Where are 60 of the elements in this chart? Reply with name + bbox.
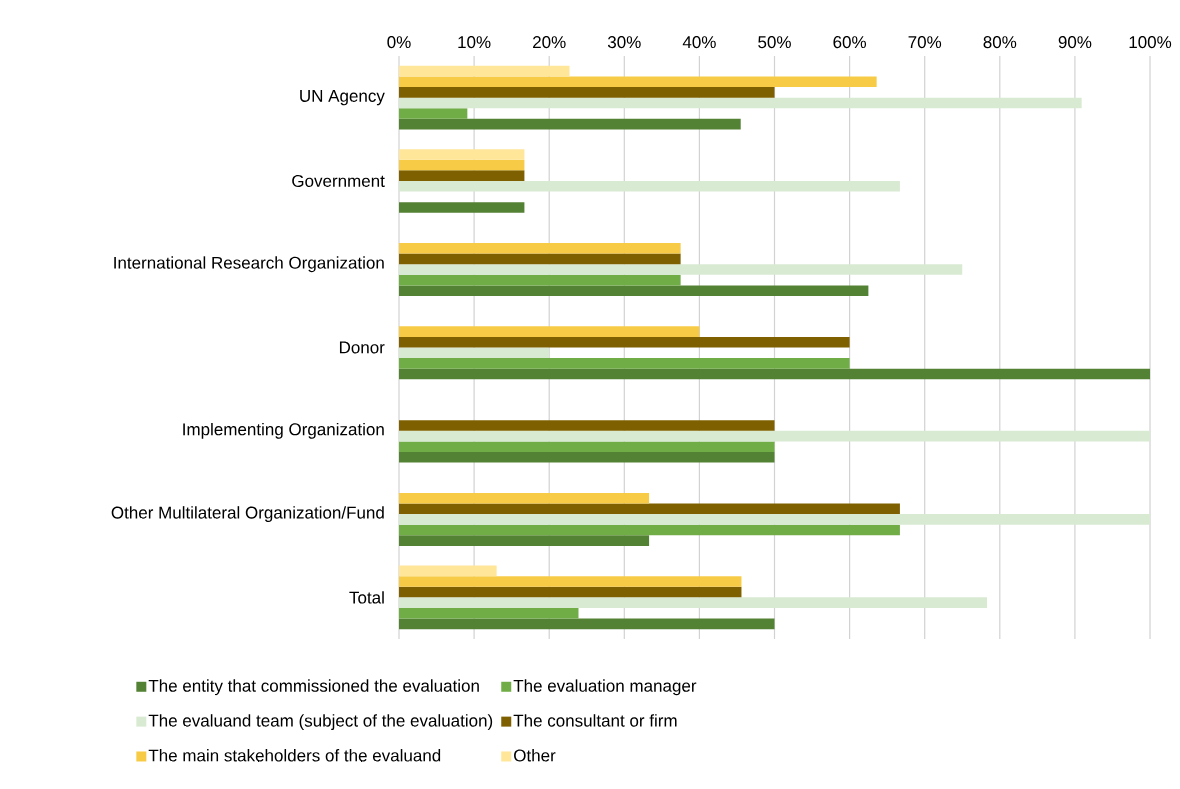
bar — [399, 285, 869, 297]
bar — [399, 170, 525, 181]
x-tick-label: 90% — [1058, 36, 1092, 49]
legend-label: The consultant or firm — [513, 714, 677, 727]
x-tick-label: 80% — [983, 36, 1017, 49]
bar — [399, 503, 900, 515]
legend-label: The evaluand team (subject of the evaluation) — [148, 714, 493, 731]
bar — [399, 618, 775, 630]
legend-label: The main stakeholders of the evaluand — [148, 749, 441, 762]
bar — [399, 451, 775, 463]
y-tick-label: Donor — [339, 341, 385, 354]
legend-label: The evaluation manager — [513, 679, 697, 696]
bar — [399, 159, 525, 171]
bar — [399, 243, 681, 254]
bar — [399, 253, 681, 265]
bar — [399, 149, 525, 160]
y-tick-label: Implementing Organization — [183, 422, 384, 439]
y-tick-label: International Research Organization — [114, 256, 384, 273]
bar — [399, 586, 742, 598]
legend-label: The entity that commissioned the evaluation — [148, 679, 479, 696]
x-tick-label: 30% — [607, 36, 641, 49]
bar — [399, 118, 741, 130]
x-tick-label: 40% — [682, 36, 716, 49]
bar — [399, 180, 900, 192]
y-tick-label: Total — [349, 591, 384, 604]
bar — [399, 326, 700, 337]
bar — [399, 597, 988, 608]
bar — [399, 430, 1151, 442]
bar — [399, 492, 650, 504]
bar — [399, 420, 775, 431]
bar — [399, 565, 497, 577]
bar — [399, 535, 650, 546]
x-tick-label: 60% — [833, 36, 867, 49]
x-tick-label: 100% — [1129, 36, 1172, 49]
bar — [399, 264, 963, 275]
x-tick-label: 10% — [458, 36, 491, 49]
bar — [399, 87, 775, 98]
bar — [399, 368, 1151, 380]
legend-label: Other — [514, 749, 556, 762]
bar — [399, 607, 579, 619]
x-tick-label: 20% — [533, 36, 566, 49]
y-tick-label: Other Multilateral Organization/Fund — [111, 506, 384, 523]
bar — [399, 65, 570, 77]
bar — [399, 274, 681, 286]
bar — [399, 202, 525, 213]
bar — [399, 524, 900, 536]
x-tick-label: 70% — [908, 36, 942, 49]
x-tick-label: 0% — [387, 36, 411, 49]
y-tick-label: Government — [292, 174, 385, 187]
bar — [399, 97, 1082, 109]
bar — [399, 76, 877, 88]
bar — [399, 441, 775, 452]
bar — [399, 347, 550, 359]
y-tick-label: UN Agency — [300, 90, 385, 106]
bar — [399, 514, 1151, 525]
bar — [399, 336, 850, 348]
x-tick-label: 50% — [758, 36, 791, 49]
bar — [399, 576, 742, 587]
bar — [399, 358, 850, 369]
bar — [399, 108, 468, 119]
